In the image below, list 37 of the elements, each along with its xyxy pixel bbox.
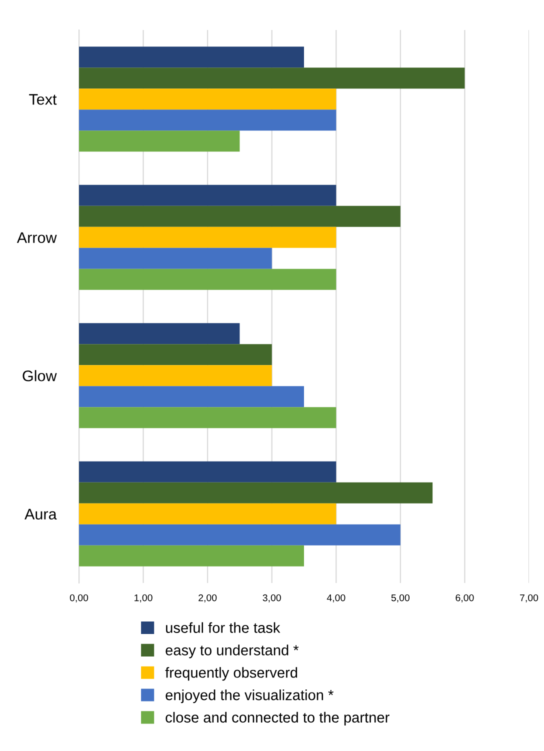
- x-tick-label: 3,00: [262, 594, 281, 602]
- legend-label: easy to understand *: [166, 644, 299, 658]
- bar: [79, 248, 272, 269]
- bar: [79, 206, 400, 227]
- bar: [79, 524, 400, 546]
- bar: [79, 545, 304, 566]
- legend-label: enjoyed the visualization *: [166, 690, 334, 704]
- bar: [79, 365, 272, 386]
- bar: [79, 503, 336, 524]
- y-tick-label: Aura: [24, 508, 57, 520]
- y-tick-label: Glow: [22, 370, 57, 382]
- bar: [79, 482, 433, 504]
- bar: [79, 268, 336, 290]
- y-tick-label: Arrow: [16, 232, 57, 244]
- x-tick-label: 0,00: [70, 594, 88, 602]
- legend-label: frequently observerd: [165, 667, 298, 681]
- bar: [79, 386, 304, 408]
- bar: [79, 323, 240, 344]
- x-tick-label: 4,00: [326, 594, 346, 602]
- y-tick-label: Text: [29, 94, 57, 105]
- x-tick-label: 2,00: [198, 594, 217, 602]
- bar: [79, 344, 272, 366]
- x-tick-label: 7,00: [520, 594, 538, 602]
- bar: [79, 226, 336, 248]
- bar: [79, 184, 336, 206]
- bar: [79, 68, 465, 89]
- bar: [79, 110, 336, 131]
- legend-label: useful for the task: [166, 622, 280, 633]
- bar: [79, 130, 240, 152]
- x-tick-label: 1,00: [134, 594, 152, 602]
- x-tick-label: 6,00: [456, 594, 474, 602]
- bar: [79, 46, 304, 68]
- bar: [79, 407, 336, 428]
- bar: [79, 88, 336, 110]
- x-tick-label: 5,00: [391, 594, 410, 602]
- legend-label: close and connected to the partner: [166, 712, 390, 726]
- bar: [79, 461, 336, 482]
